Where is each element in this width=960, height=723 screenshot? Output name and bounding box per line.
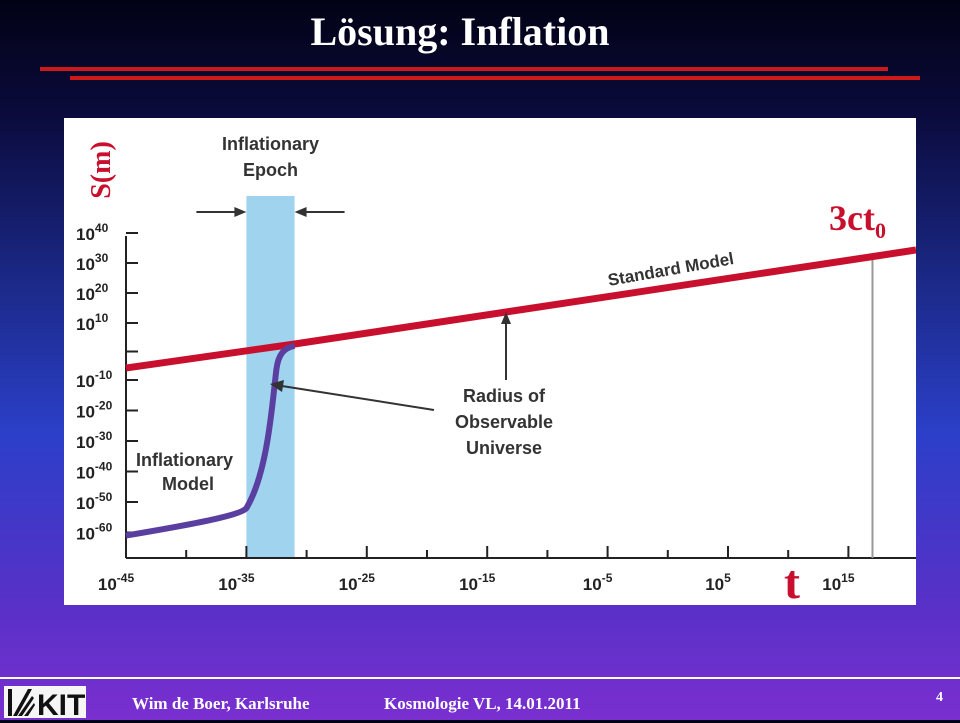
y-tick-label: 10-40 — [76, 460, 113, 483]
footer-course: Kosmologie VL, 14.01.2011 — [384, 694, 581, 713]
slide-title: Lösung: Inflation — [310, 9, 610, 54]
inflationary-model-label-line1: Inflationary — [136, 450, 233, 470]
annotation-line3: Universe — [466, 438, 542, 458]
footer-divider — [0, 677, 960, 679]
title-underline-bottom — [70, 76, 920, 80]
3ct0-base: 3ct — [829, 198, 875, 238]
y-axis-label: S(m) — [86, 141, 117, 199]
epoch-arrowhead-left — [234, 207, 247, 217]
inflation-diagram: Inflationary Epoch 1040 1030 1020 1010 10-10… — [64, 118, 916, 605]
inflationary-model-label-line2: Model — [162, 474, 214, 494]
x-tick-label: 10-25 — [339, 571, 376, 594]
x-tick-label: 10-45 — [98, 571, 135, 594]
page-number: 4 — [936, 690, 943, 705]
kit-logo: KIT — [4, 686, 86, 722]
x-tick-label: 1015 — [822, 571, 855, 594]
3ct0-subscript: 0 — [875, 218, 886, 243]
x-axis-label: t — [784, 556, 800, 605]
x-axis-ticks: 10-45 10-35 10-25 10-15 10-5 105 1015 — [98, 546, 855, 594]
y-tick-label: 10-10 — [76, 368, 113, 391]
epoch-arrowhead-right — [294, 207, 307, 217]
x-tick-label: 10-15 — [459, 571, 496, 594]
y-tick-label: 1030 — [76, 251, 109, 274]
inflationary-model-curve — [125, 342, 296, 539]
kit-logo-icon: KIT — [8, 689, 85, 722]
3ct0-label: 3ct0 — [829, 198, 886, 243]
y-tick-label: 10-60 — [76, 521, 113, 544]
annotation-arrowhead-up — [501, 312, 511, 324]
inflationary-epoch-band — [246, 196, 295, 558]
y-tick-label: 10-50 — [76, 490, 113, 513]
x-tick-label: 10-35 — [218, 571, 255, 594]
y-tick-label: 1020 — [76, 281, 109, 304]
y-tick-label: 10-30 — [76, 429, 113, 452]
standard-model-line — [125, 246, 916, 372]
x-tick-label: 10-5 — [583, 571, 613, 594]
x-tick-label: 105 — [705, 571, 731, 594]
inflation-chart-svg: Inflationary Epoch 1040 1030 1020 1010 10-10… — [76, 134, 916, 605]
annotation-arrow-to-inflationary-curve — [281, 385, 435, 411]
y-tick-label: 1010 — [76, 311, 109, 334]
y-axis-ticks: 1040 1030 1020 1010 10-10 10-20 10-30 10-40 10-5… — [76, 221, 138, 544]
y-tick-label: 1040 — [76, 221, 109, 244]
annotation-line2: Observable — [455, 412, 553, 432]
annotation-line1: Radius of — [463, 386, 546, 406]
footer-author: Wim de Boer, Karlsruhe — [132, 694, 310, 713]
annotation-arrowhead-left — [270, 380, 284, 392]
epoch-label-line2: Epoch — [243, 160, 298, 180]
kit-logo-text: KIT — [37, 689, 85, 718]
epoch-label-line1: Inflationary — [222, 134, 319, 154]
title-underline-top — [40, 67, 888, 71]
y-tick-label: 10-20 — [76, 399, 113, 422]
